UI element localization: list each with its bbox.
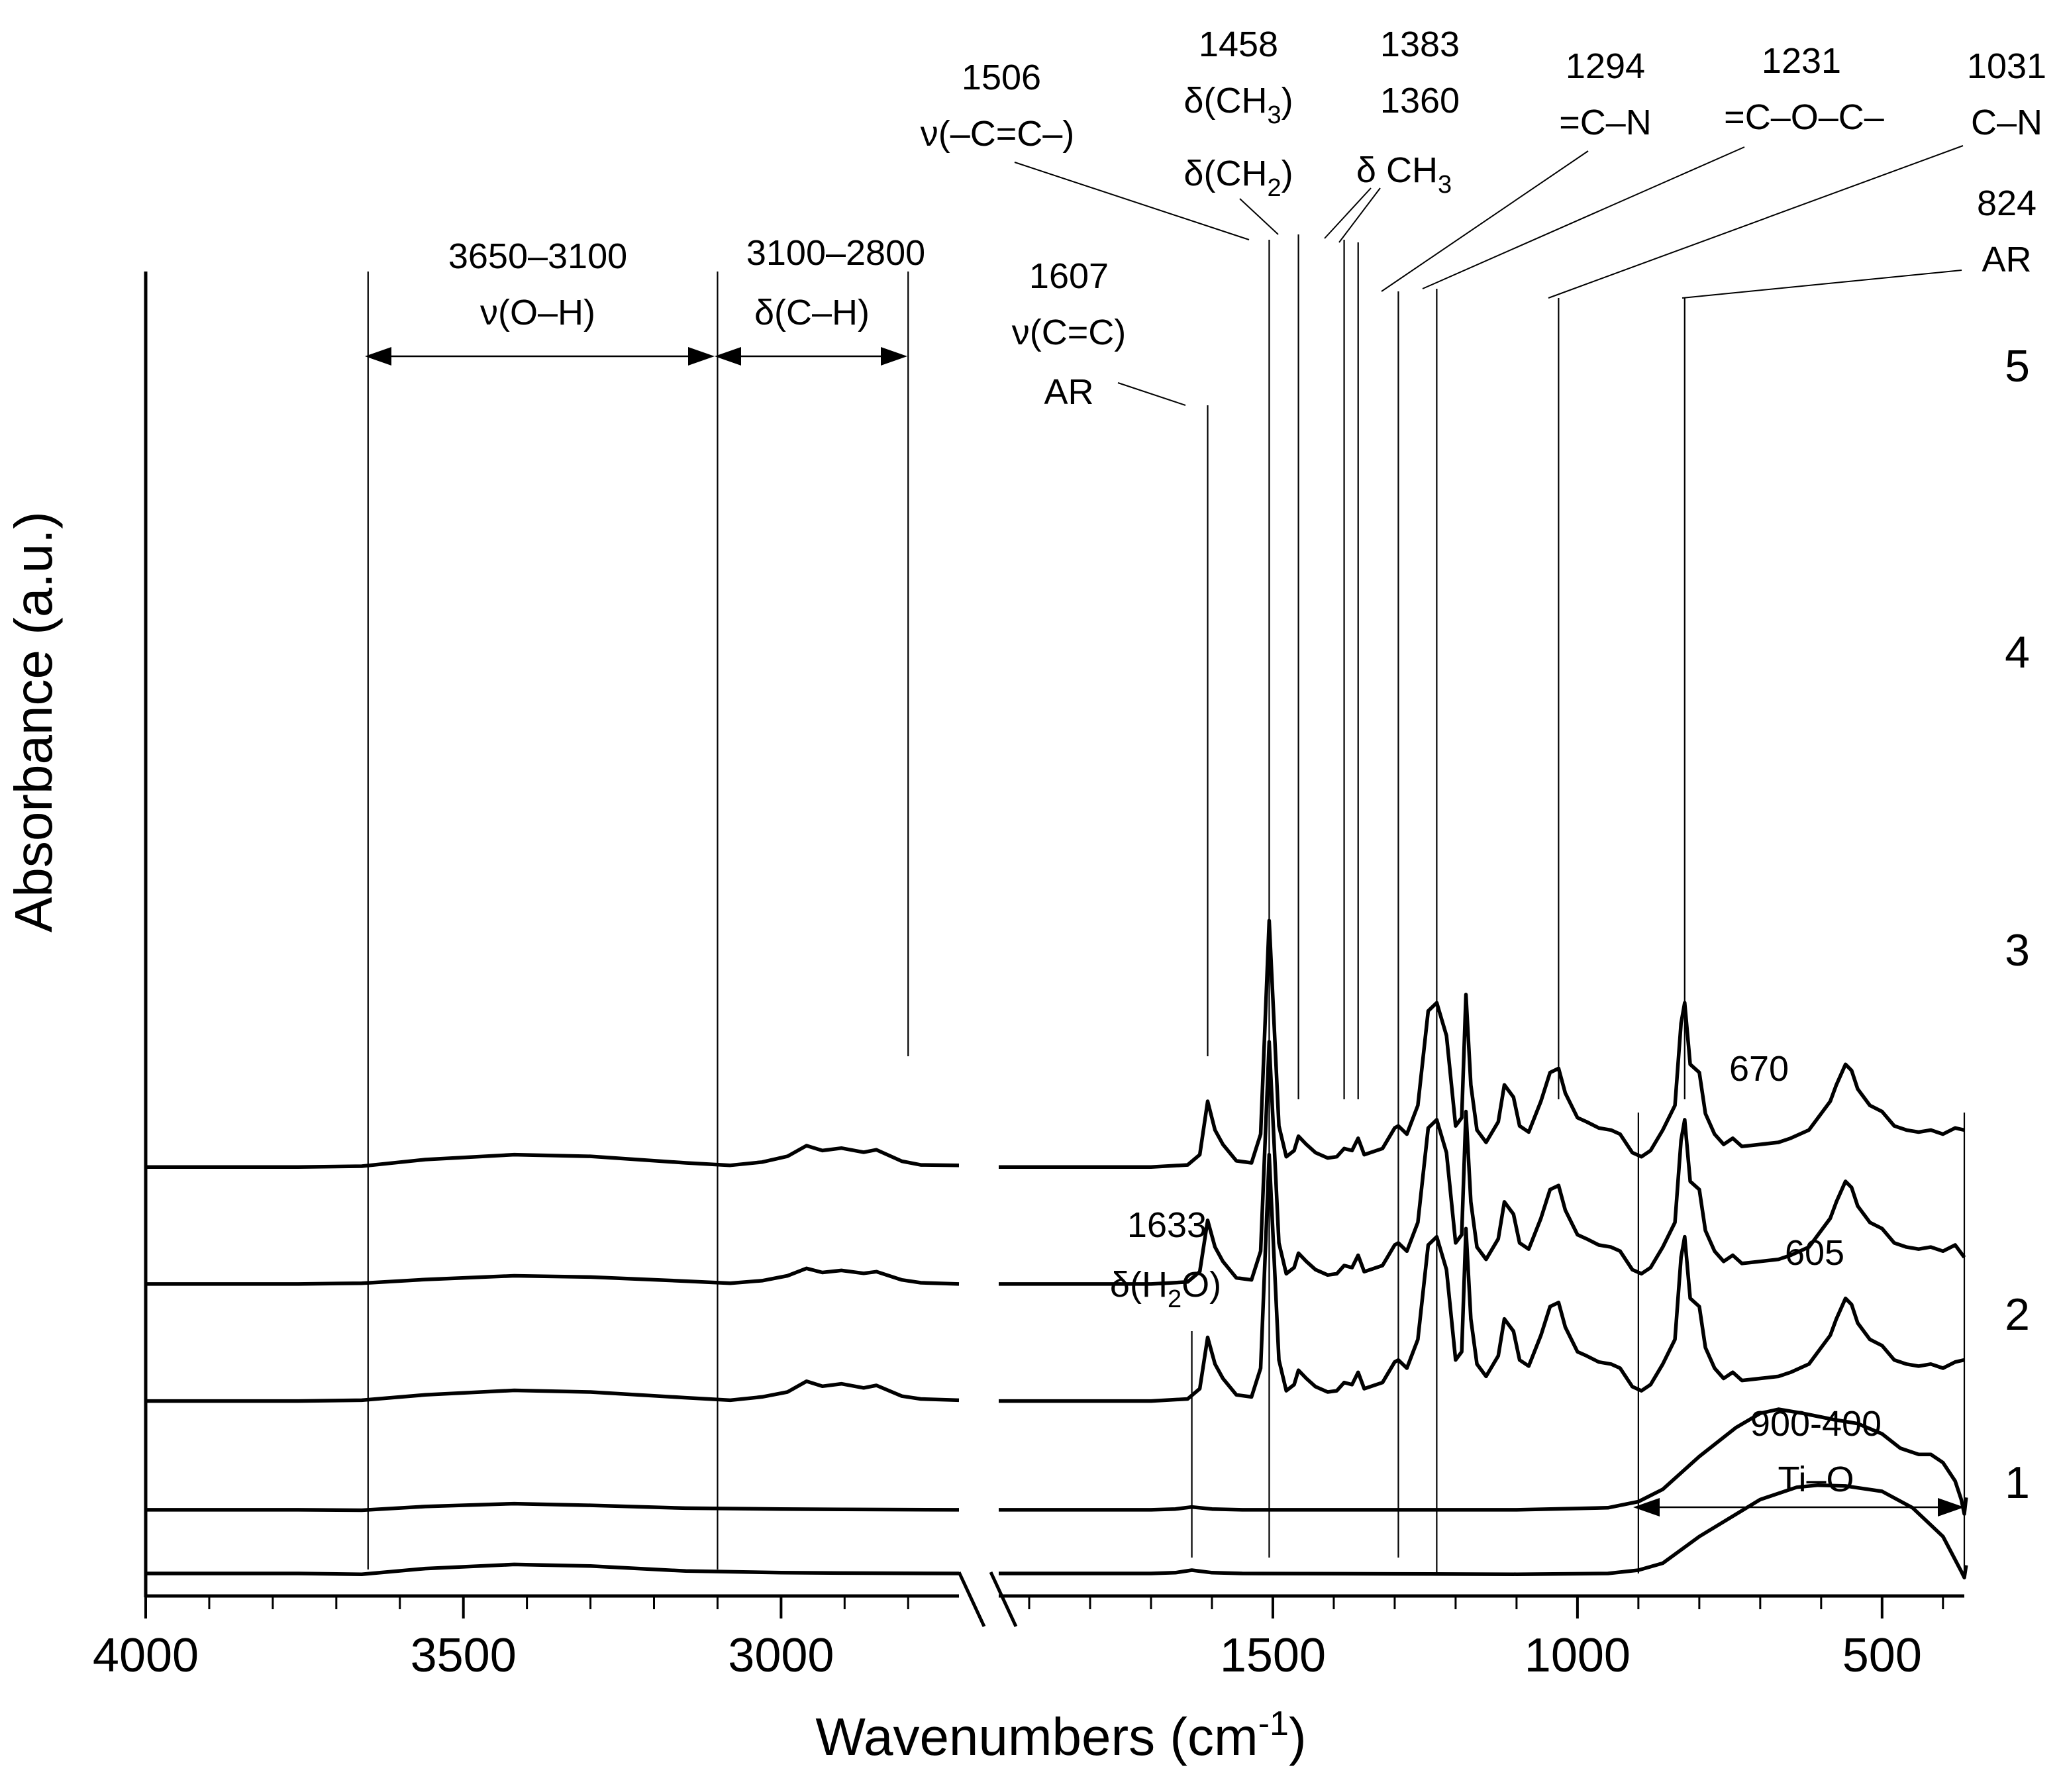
ann-oh-range: 3650–3100 xyxy=(448,236,627,276)
ann-1383-value: 1383 xyxy=(1380,25,1460,64)
series-4-left-line xyxy=(146,1266,960,1286)
x-tick-label: 3500 xyxy=(411,1629,517,1682)
axes-group: 4000 3500 3000 1500 1000 500 xyxy=(93,272,1964,1682)
leader-1360 xyxy=(1338,187,1381,243)
ann-1360-value: 1360 xyxy=(1380,81,1460,121)
ann-1031-value: 1031 xyxy=(1967,46,2046,86)
x-tick-label: 1000 xyxy=(1525,1629,1631,1682)
ann-1031-mode: C–N xyxy=(1971,103,2042,142)
ann-ch-mode: δ(C–H) xyxy=(754,293,870,332)
series-3-left-line xyxy=(146,1379,960,1403)
ann-1607-ar: AR xyxy=(1044,372,1093,412)
leader-1031 xyxy=(1548,145,1964,299)
ann-tio-range: 900-400 xyxy=(1750,1404,1882,1444)
x-tick-label: 3000 xyxy=(728,1629,834,1682)
ann-1633-mode: δ(H2O) xyxy=(1110,1265,1221,1313)
series-5-right-line xyxy=(999,919,1965,1169)
leader-1383 xyxy=(1324,187,1372,239)
ann-1231-mode: =C–O–C– xyxy=(1724,97,1884,137)
series-2-left-line xyxy=(146,1501,960,1513)
leader-1506 xyxy=(1014,162,1250,240)
ann-1458-value: 1458 xyxy=(1199,25,1278,64)
ch-arrow-right-head xyxy=(881,347,907,366)
leader-1231 xyxy=(1422,146,1745,289)
axis-break-mark xyxy=(989,1571,1018,1628)
series-5-left-line xyxy=(146,1144,960,1169)
ann-1607-value: 1607 xyxy=(1029,256,1109,296)
x-tick-label: 1500 xyxy=(1220,1629,1326,1682)
ann-1506-value: 1506 xyxy=(962,58,1041,97)
ann-1607-mode: ν(C=C) xyxy=(1012,313,1127,352)
axis-break-mark xyxy=(957,1571,986,1628)
ann-ch-range: 3100–2800 xyxy=(746,233,925,273)
tio-arrow-right-head xyxy=(1938,1498,1964,1517)
x-tick-label: 4000 xyxy=(93,1629,199,1682)
ann-670-value: 670 xyxy=(1729,1049,1789,1089)
series-label-5: 5 xyxy=(2005,341,2030,391)
spectra-group xyxy=(146,919,1968,1579)
ann-1294-value: 1294 xyxy=(1566,46,1645,86)
peak-annotations: 3650–3100 ν(O–H) 3100–2800 δ(C–H) 1607 ν… xyxy=(365,25,2046,1517)
series-1-left-line xyxy=(146,1562,960,1576)
guide-lines xyxy=(367,234,1966,1573)
leader-1607 xyxy=(1117,382,1186,406)
ann-oh-mode: ν(O–H) xyxy=(480,293,595,332)
series-label-1: 1 xyxy=(2005,1458,2030,1508)
oh-arrow-left-head xyxy=(365,347,391,366)
series-4-right-line xyxy=(999,1040,1966,1286)
series-3-right-line xyxy=(999,1152,1965,1403)
leader-1458 xyxy=(1239,198,1279,235)
ann-1360-mode: δ CH3 xyxy=(1356,150,1452,199)
series-labels: 1 2 3 4 5 xyxy=(2005,341,2030,1508)
oh-arrow-right-head xyxy=(688,347,715,366)
tio-arrow-left-head xyxy=(1633,1498,1660,1517)
x-axis-label: Wavenumbers (cm-1) xyxy=(815,1705,1306,1766)
ann-1294-mode: =C–N xyxy=(1559,103,1652,142)
series-label-3: 3 xyxy=(2005,925,2030,975)
leader-824 xyxy=(1682,270,1962,299)
ann-1633-value: 1633 xyxy=(1127,1205,1207,1245)
x-tick-label: 500 xyxy=(1842,1629,1922,1682)
ann-824-ar: AR xyxy=(1982,240,2031,279)
ann-1458-ch2: δ(CH2) xyxy=(1183,154,1293,202)
leader-1294 xyxy=(1381,150,1589,292)
series-label-2: 2 xyxy=(2005,1289,2030,1340)
series-1-right-line xyxy=(999,1483,1968,1579)
ann-tio-mode: Ti–O xyxy=(1778,1460,1854,1499)
ch-arrow-left-head xyxy=(715,347,741,366)
ann-1458-ch3: δ(CH3) xyxy=(1183,81,1293,129)
series-label-4: 4 xyxy=(2005,627,2030,677)
ann-824-value: 824 xyxy=(1977,183,2036,223)
ann-1506-mode: ν(–C=C–) xyxy=(921,114,1075,154)
series-2-right-line xyxy=(999,1407,1968,1516)
y-axis-label: Absorbance (a.u.) xyxy=(4,511,63,932)
ann-1231-value: 1231 xyxy=(1762,41,1841,81)
ann-605-value: 605 xyxy=(1785,1233,1844,1273)
